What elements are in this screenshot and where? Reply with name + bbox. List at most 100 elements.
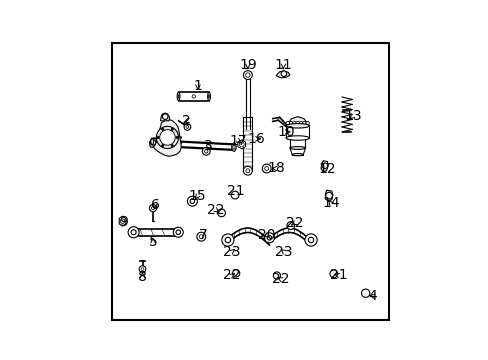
Circle shape — [239, 142, 244, 147]
Circle shape — [292, 121, 295, 125]
Circle shape — [302, 121, 305, 125]
Circle shape — [162, 114, 168, 120]
Circle shape — [176, 230, 180, 234]
Circle shape — [245, 73, 249, 77]
Circle shape — [322, 163, 327, 168]
Circle shape — [173, 227, 183, 237]
Text: 10: 10 — [277, 125, 294, 139]
Polygon shape — [276, 71, 289, 78]
Circle shape — [199, 235, 203, 239]
Text: 23: 23 — [223, 245, 240, 258]
Text: 23: 23 — [275, 245, 292, 258]
Circle shape — [325, 192, 332, 199]
Circle shape — [149, 204, 156, 212]
Circle shape — [231, 191, 239, 199]
Text: 12: 12 — [318, 162, 336, 176]
Circle shape — [295, 121, 299, 125]
Text: 22: 22 — [207, 203, 224, 217]
Circle shape — [217, 209, 225, 217]
Text: 17: 17 — [229, 134, 246, 148]
Circle shape — [245, 169, 249, 173]
Text: 18: 18 — [267, 162, 285, 175]
Polygon shape — [160, 113, 169, 121]
Text: 20: 20 — [258, 228, 275, 242]
Ellipse shape — [289, 147, 305, 149]
Text: 22: 22 — [285, 216, 303, 230]
Polygon shape — [320, 161, 327, 172]
Circle shape — [197, 232, 205, 241]
Text: 9: 9 — [119, 215, 128, 229]
Circle shape — [171, 128, 173, 130]
Circle shape — [266, 235, 271, 240]
Circle shape — [289, 121, 292, 125]
Circle shape — [299, 121, 302, 125]
Text: 15: 15 — [188, 189, 206, 203]
Circle shape — [222, 234, 233, 246]
Circle shape — [156, 126, 178, 149]
Polygon shape — [285, 117, 309, 126]
Ellipse shape — [207, 92, 210, 100]
Text: 7: 7 — [199, 228, 207, 242]
Ellipse shape — [232, 145, 235, 149]
Circle shape — [171, 144, 173, 147]
Circle shape — [243, 166, 252, 175]
Circle shape — [202, 148, 210, 155]
Circle shape — [151, 207, 154, 210]
Ellipse shape — [231, 143, 236, 151]
Text: 8: 8 — [138, 270, 146, 284]
Circle shape — [329, 270, 337, 278]
Circle shape — [264, 167, 268, 170]
Circle shape — [286, 222, 294, 229]
Circle shape — [131, 230, 136, 235]
Text: 22: 22 — [272, 273, 289, 286]
Polygon shape — [153, 120, 181, 156]
Circle shape — [162, 128, 163, 130]
Circle shape — [281, 71, 286, 76]
Ellipse shape — [177, 92, 180, 100]
Text: 4: 4 — [367, 289, 376, 303]
Circle shape — [157, 136, 159, 139]
Circle shape — [262, 164, 270, 173]
Text: 13: 13 — [344, 109, 361, 123]
Circle shape — [139, 266, 145, 273]
Circle shape — [175, 136, 178, 139]
Circle shape — [190, 199, 194, 203]
Circle shape — [185, 126, 188, 128]
Circle shape — [187, 196, 197, 206]
Text: 14: 14 — [322, 197, 339, 211]
Text: 1: 1 — [193, 79, 202, 93]
Text: 11: 11 — [274, 58, 292, 72]
Ellipse shape — [178, 95, 179, 98]
Circle shape — [307, 237, 313, 243]
Text: 3: 3 — [203, 139, 212, 153]
Text: 21: 21 — [226, 184, 244, 198]
Circle shape — [243, 71, 252, 80]
Circle shape — [183, 123, 190, 130]
Polygon shape — [238, 140, 245, 149]
Ellipse shape — [150, 139, 153, 145]
Text: 5: 5 — [148, 235, 157, 249]
Circle shape — [150, 140, 156, 145]
Circle shape — [361, 289, 369, 297]
Circle shape — [192, 95, 195, 98]
Text: 22: 22 — [223, 269, 240, 283]
Circle shape — [264, 233, 274, 243]
Polygon shape — [119, 216, 125, 226]
Text: 2: 2 — [182, 114, 190, 129]
Circle shape — [128, 227, 139, 238]
Ellipse shape — [208, 95, 209, 98]
Text: 21: 21 — [329, 269, 347, 283]
Circle shape — [160, 130, 175, 145]
Circle shape — [273, 272, 280, 279]
Ellipse shape — [292, 153, 303, 156]
Circle shape — [285, 121, 289, 125]
Text: 19: 19 — [239, 58, 256, 72]
Circle shape — [232, 270, 239, 277]
Circle shape — [162, 144, 163, 147]
Polygon shape — [149, 138, 156, 147]
Circle shape — [305, 121, 309, 125]
Circle shape — [204, 150, 207, 153]
Text: 6: 6 — [150, 198, 159, 212]
Circle shape — [141, 268, 143, 270]
Polygon shape — [325, 190, 332, 201]
